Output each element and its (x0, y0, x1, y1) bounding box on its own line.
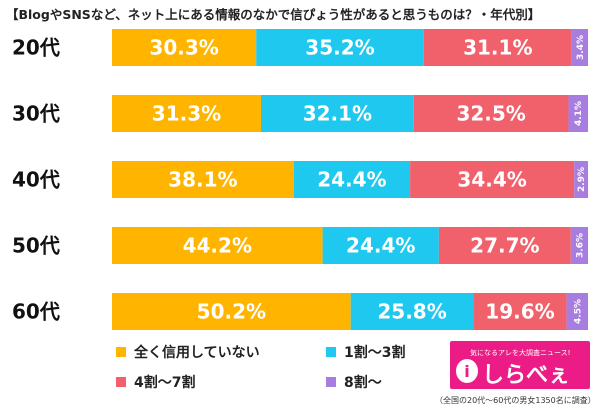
legend-swatch (326, 347, 336, 357)
bar-segment (571, 29, 588, 66)
data-label: 32.1% (303, 102, 372, 126)
data-label: 3.4% (576, 35, 586, 60)
bar-segment (112, 161, 294, 198)
data-label: 4.1% (574, 101, 584, 126)
legend-item-8plus: 8割〜 (326, 372, 382, 392)
data-label: 25.8% (377, 300, 446, 324)
bar-segment (574, 161, 588, 198)
legend-swatch (326, 377, 336, 387)
survey-footnote: （全国の20代〜60代の男女1350名に調査） (435, 396, 596, 405)
legend-label: 4割〜7割 (134, 375, 196, 391)
bar-segment (112, 95, 261, 132)
data-label: 19.6% (485, 300, 554, 324)
data-label: 44.2% (183, 234, 252, 258)
category-label: 50代 (12, 234, 60, 258)
bar-segment (112, 29, 257, 66)
bar-segment (438, 227, 571, 264)
bar-segment (570, 227, 588, 264)
data-label: 30.3% (149, 36, 218, 60)
data-label: 34.4% (457, 168, 526, 192)
bar-segment (413, 95, 569, 132)
legend: 全く信用していない 1割〜3割 4割〜7割 8割〜 (116, 340, 436, 400)
data-label: 32.5% (456, 102, 525, 126)
logo-brand-name: しらべぇ (482, 363, 571, 388)
data-label: 27.7% (470, 234, 539, 258)
bar-segment (256, 29, 424, 66)
chart-title: 【BlogやSNSなど、ネット上にある情報のなかで信ぴょう性があると思うものは？… (6, 7, 541, 22)
bar-segment (568, 95, 588, 132)
data-label: 4.5% (573, 299, 583, 324)
data-label: 38.1% (168, 168, 237, 192)
data-label: 31.3% (152, 102, 221, 126)
bar-segment (473, 293, 567, 330)
bar-segment (566, 293, 588, 330)
brand-logo: 気になるアレを大調査ニュース! i しらべぇ (450, 341, 590, 389)
bar-segment (293, 161, 411, 198)
bar-segment (112, 293, 351, 330)
data-label: 24.4% (317, 168, 386, 192)
category-label: 20代 (12, 36, 60, 60)
data-label: 3.6% (575, 233, 585, 258)
category-label: 40代 (12, 168, 60, 192)
legend-swatch (116, 377, 126, 387)
bar-segment (112, 227, 323, 264)
data-label: 2.9% (577, 167, 587, 192)
category-label: 60代 (12, 300, 60, 324)
bar-segment (410, 161, 575, 198)
logo-tagline: 気になるアレを大調査ニュース! (470, 349, 571, 357)
legend-swatch (116, 347, 126, 357)
logo-mark-icon: i (456, 359, 478, 383)
data-label: 24.4% (346, 234, 415, 258)
legend-item-4-7: 4割〜7割 (116, 372, 195, 392)
bar-segment (322, 227, 439, 264)
data-label: 50.2% (197, 300, 266, 324)
bar-segment (350, 293, 474, 330)
legend-item-none: 全く信用していない (116, 342, 260, 362)
data-label: 31.1% (463, 36, 532, 60)
legend-label: 1割〜3割 (344, 345, 406, 361)
category-label: 30代 (12, 102, 60, 126)
bar-segment (260, 95, 414, 132)
bar-segment (423, 29, 572, 66)
legend-item-1-3: 1割〜3割 (326, 342, 405, 362)
data-label: 35.2% (305, 36, 374, 60)
legend-label: 全く信用していない (134, 345, 260, 361)
legend-label: 8割〜 (344, 375, 382, 391)
